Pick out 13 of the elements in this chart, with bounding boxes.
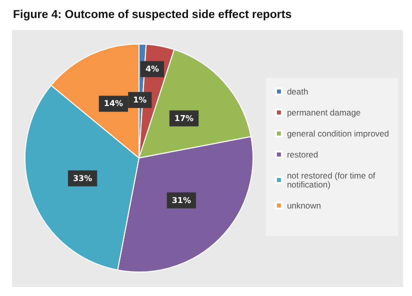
legend-label: permanent damage [286,108,361,118]
data-label: 17% [174,114,194,123]
data-label: 4% [145,64,160,74]
legend-label: unknown [286,200,322,210]
chart-title: Figure 4: Outcome of suspected side effect reports [13,9,292,21]
legend-label: not restored (for time of notification) [286,170,378,190]
legend-label: general condition improved [286,128,390,138]
data-label: 1% [133,96,147,105]
data-label: 31% [172,196,192,205]
data-label: 14% [104,99,124,108]
data-label: 33% [72,174,92,183]
legend-label: death [286,86,308,96]
legend-label: restored [286,150,318,160]
